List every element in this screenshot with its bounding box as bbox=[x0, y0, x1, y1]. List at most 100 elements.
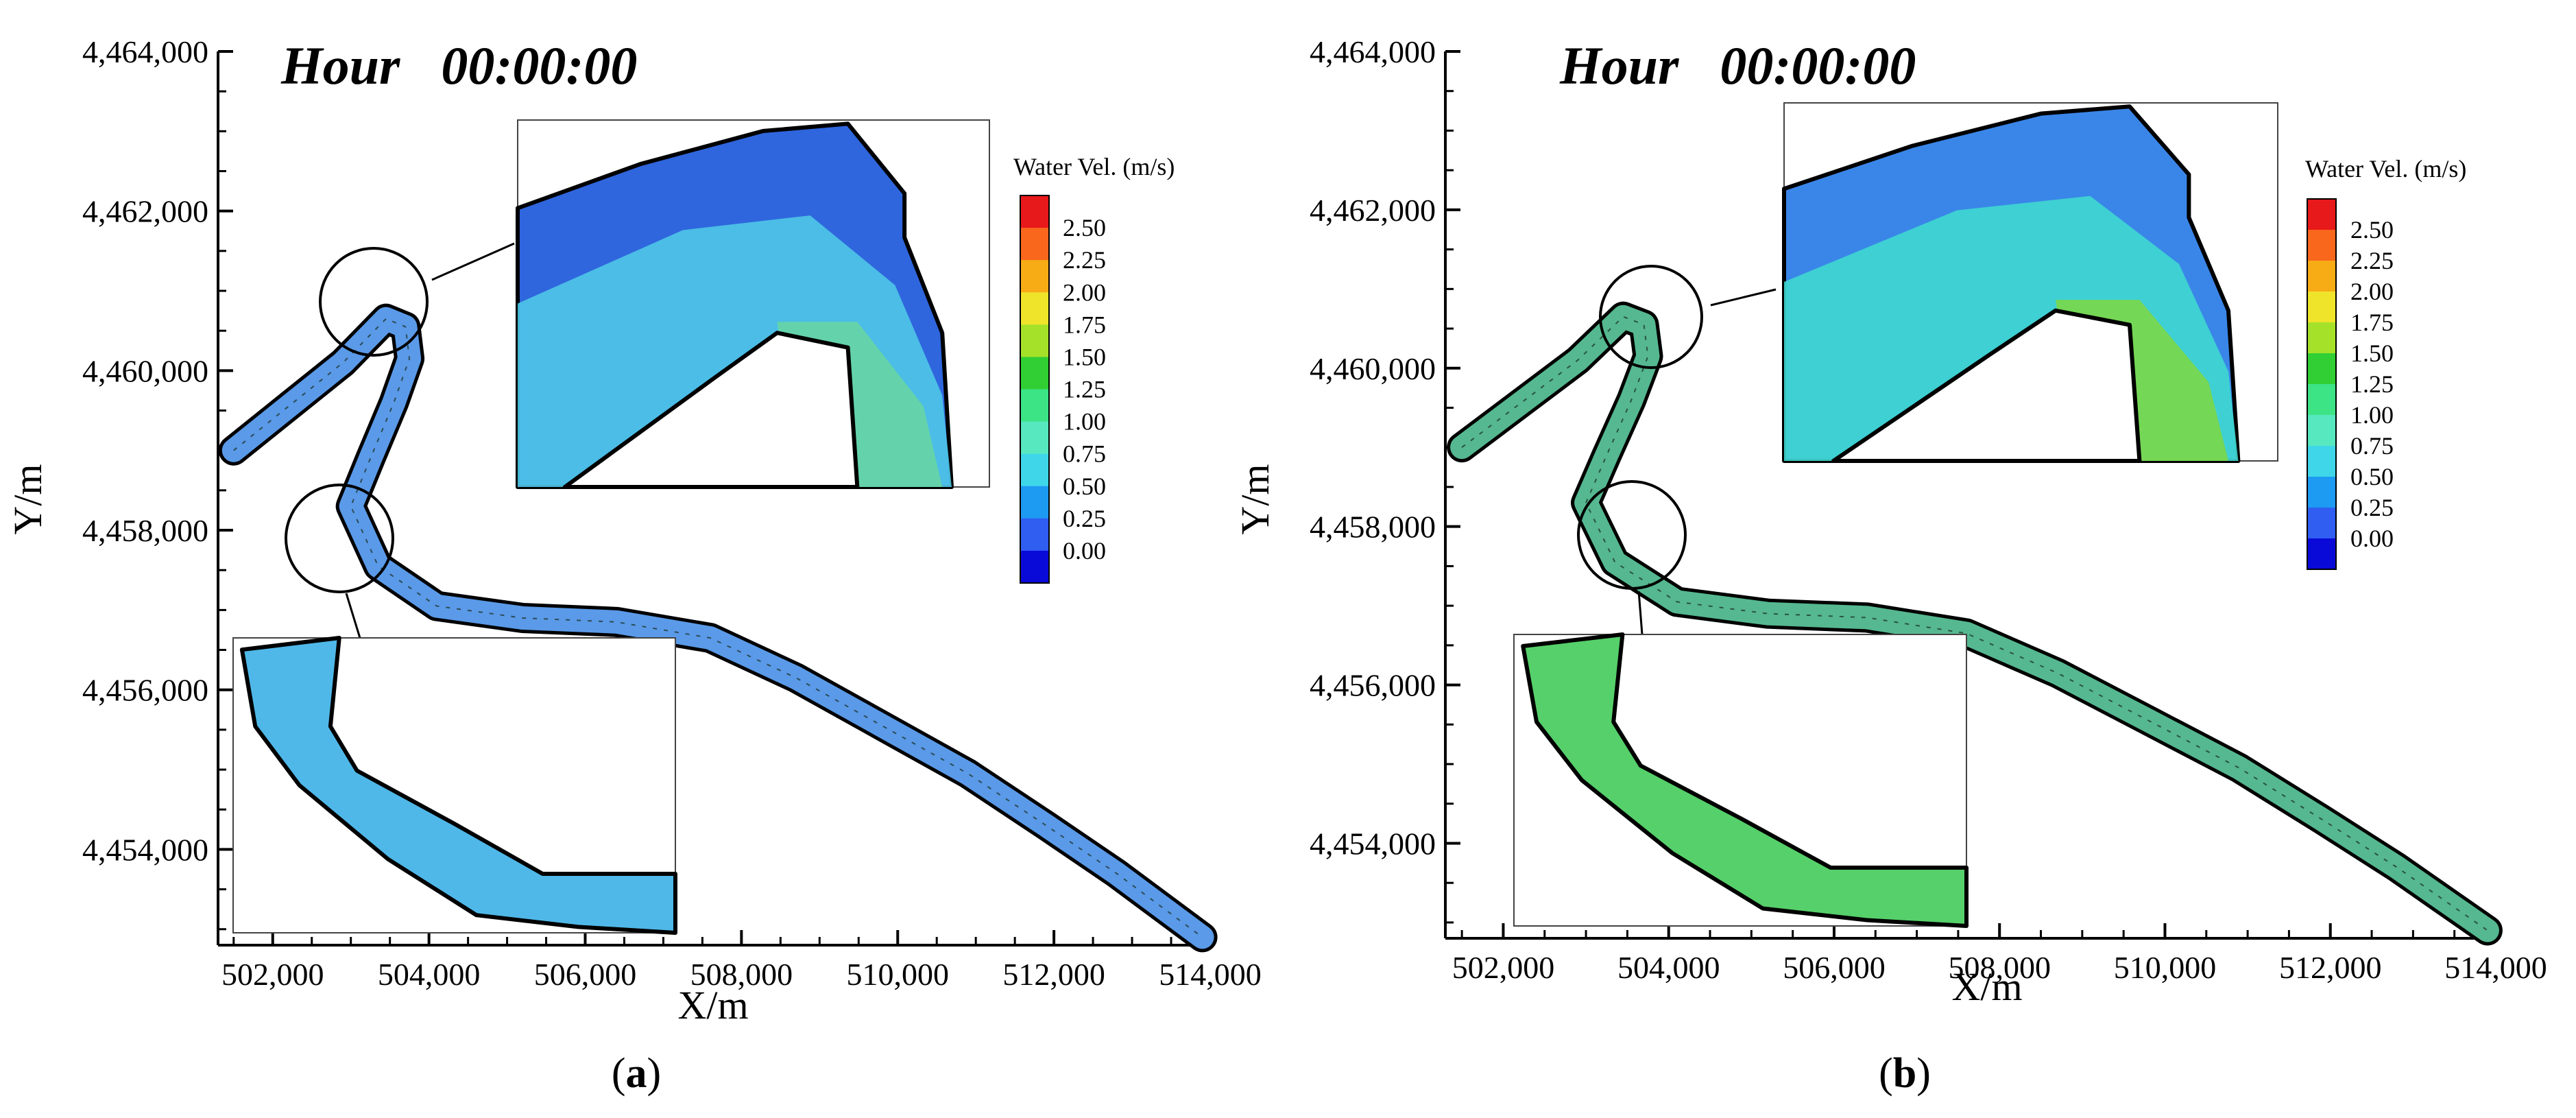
y-tick-label: 4,454,000 bbox=[82, 832, 208, 867]
hour-label-prefix: Hour bbox=[280, 36, 400, 95]
caption-close: ) bbox=[647, 1050, 662, 1097]
legend-level-label: 2.50 bbox=[2350, 216, 2394, 243]
x-axis-label: X/m bbox=[1951, 964, 2022, 1009]
y-axis-label: Y/m bbox=[5, 464, 50, 534]
legend-color-swatch bbox=[1020, 195, 1049, 228]
legend-title: Water Vel. (m/s) bbox=[2305, 155, 2466, 182]
y-tick-label: 4,458,000 bbox=[1310, 510, 1436, 545]
caption-letter: a bbox=[626, 1050, 647, 1097]
legend-color-swatch bbox=[2307, 477, 2336, 508]
legend-color-swatch bbox=[2307, 538, 2336, 570]
y-tick-label: 4,460,000 bbox=[1310, 351, 1436, 386]
y-tick-label: 4,456,000 bbox=[82, 673, 208, 708]
inset-reach-flow bbox=[239, 636, 677, 935]
caption-open: ( bbox=[1879, 1050, 1893, 1097]
legend-color-swatch bbox=[1020, 260, 1049, 293]
x-tick-label: 504,000 bbox=[378, 957, 481, 992]
panel-a: 4,454,000 4,456,000 4,458,000 4,460,000 4,46… bbox=[5, 34, 1262, 1097]
legend-level-label: 0.00 bbox=[1063, 537, 1106, 564]
legend-title: Water Vel. (m/s) bbox=[1013, 153, 1175, 180]
x-tick-label: 506,000 bbox=[534, 957, 637, 992]
legend-color-swatch bbox=[2307, 384, 2336, 416]
legend-level-label: 0.00 bbox=[2350, 525, 2394, 552]
legend-level-label: 2.00 bbox=[2350, 278, 2394, 305]
legend-color-swatch bbox=[1020, 421, 1049, 455]
legend-color-swatch bbox=[2307, 199, 2336, 230]
y-axis-label: Y/m bbox=[1233, 464, 1277, 534]
legend-level-label: 2.00 bbox=[1063, 278, 1106, 306]
y-tick-label: 4,456,000 bbox=[1310, 668, 1436, 703]
legend-color-swatch bbox=[1020, 453, 1049, 487]
legend-level-label: 2.25 bbox=[1063, 246, 1106, 274]
x-tick-label: 502,000 bbox=[1452, 950, 1555, 985]
x-tick-label: 514,000 bbox=[1159, 957, 1262, 992]
legend-color-swatch bbox=[1020, 228, 1049, 261]
legend-level-label: 1.50 bbox=[1063, 343, 1106, 370]
legend-level-label: 1.75 bbox=[1063, 311, 1106, 338]
legend-color-swatch bbox=[1020, 389, 1049, 423]
legend-color-swatch bbox=[2307, 415, 2336, 447]
hour-label-prefix: Hour bbox=[1559, 36, 1679, 95]
legend-colorbar-frame bbox=[1020, 195, 1050, 584]
river-velocity-vectors bbox=[1461, 316, 2488, 931]
zoom-arrow-reach bbox=[1637, 591, 1644, 635]
y-tick-label: 4,464,000 bbox=[1310, 34, 1436, 69]
legend-level-label: 1.75 bbox=[2350, 309, 2394, 336]
legend-level-label: 1.25 bbox=[2350, 370, 2394, 398]
caption-close: ) bbox=[1916, 1050, 1931, 1097]
zoom-arrow-bend bbox=[1710, 288, 1777, 307]
legend-level-label: 1.50 bbox=[2350, 340, 2394, 367]
hour-label-time: 00:00:00 bbox=[441, 36, 637, 95]
y-tick-label: 4,464,000 bbox=[82, 34, 208, 69]
inset-reach-flow bbox=[1521, 632, 1969, 928]
y-tick-label: 4,458,000 bbox=[82, 513, 208, 548]
x-tick-label: 506,000 bbox=[1783, 950, 1886, 985]
x-tick-label: 502,000 bbox=[221, 957, 324, 992]
inset-bend-inner-bank bbox=[1831, 308, 2142, 463]
panel-b: 4,454,000 4,456,000 4,458,000 4,460,000 4,46… bbox=[1233, 34, 2547, 1097]
legend-color-swatch bbox=[2307, 446, 2336, 477]
inset-bend-inner-bank bbox=[562, 331, 860, 489]
legend-level-label: 2.25 bbox=[2350, 247, 2394, 274]
y-tick-label: 4,462,000 bbox=[82, 194, 208, 229]
x-tick-label: 514,000 bbox=[2444, 950, 2547, 985]
legend-color-swatch bbox=[2307, 261, 2336, 292]
hour-label: Hour 00:00:00 bbox=[280, 36, 637, 95]
legend-color-swatch bbox=[2307, 322, 2336, 354]
legend-level-label: 2.50 bbox=[1063, 214, 1106, 241]
x-tick-label: 512,000 bbox=[1002, 957, 1105, 992]
legend-colorbar-frame bbox=[2307, 198, 2337, 570]
y-tick-label: 4,454,000 bbox=[1310, 826, 1436, 861]
legend-level-label: 0.50 bbox=[2350, 463, 2394, 490]
panel-caption: (b) bbox=[1879, 1050, 1931, 1097]
legend-level-label: 0.25 bbox=[2350, 494, 2394, 521]
river-velocity-vectors bbox=[233, 318, 1203, 938]
zoom-circle-reach bbox=[1577, 480, 1687, 590]
legend-color-swatch bbox=[1020, 518, 1049, 551]
hour-label: Hour 00:00:00 bbox=[1559, 36, 1916, 95]
x-tick-label: 512,000 bbox=[2279, 950, 2382, 985]
panel-caption: (a) bbox=[612, 1050, 661, 1097]
x-tick-label: 504,000 bbox=[1617, 950, 1720, 985]
legend-level-label: 1.00 bbox=[1063, 408, 1106, 436]
legend-color-swatch bbox=[2307, 230, 2336, 261]
x-tick-label: 510,000 bbox=[2114, 950, 2217, 985]
legend-level-label: 0.75 bbox=[1063, 440, 1106, 468]
y-tick-label: 4,460,000 bbox=[82, 353, 208, 388]
legend-color-swatch bbox=[2307, 353, 2336, 385]
zoom-circle-reach bbox=[285, 484, 394, 593]
legend-level-label: 0.25 bbox=[1063, 505, 1106, 532]
legend-level-label: 0.75 bbox=[2350, 432, 2394, 460]
y-tick-label: 4,462,000 bbox=[1310, 193, 1436, 228]
legend-level-label: 1.00 bbox=[2350, 401, 2394, 429]
legend-color-swatch bbox=[1020, 292, 1049, 325]
legend-level-label: 1.25 bbox=[1063, 376, 1106, 403]
caption-letter: b bbox=[1893, 1050, 1916, 1097]
legend-color-swatch bbox=[2307, 508, 2336, 539]
x-axis-label: X/m bbox=[677, 983, 748, 1027]
zoom-arrow-bend bbox=[431, 242, 515, 281]
x-tick-label: 508,000 bbox=[1948, 950, 2051, 985]
caption-open: ( bbox=[612, 1050, 626, 1097]
hour-label-time: 00:00:00 bbox=[1720, 36, 1916, 95]
